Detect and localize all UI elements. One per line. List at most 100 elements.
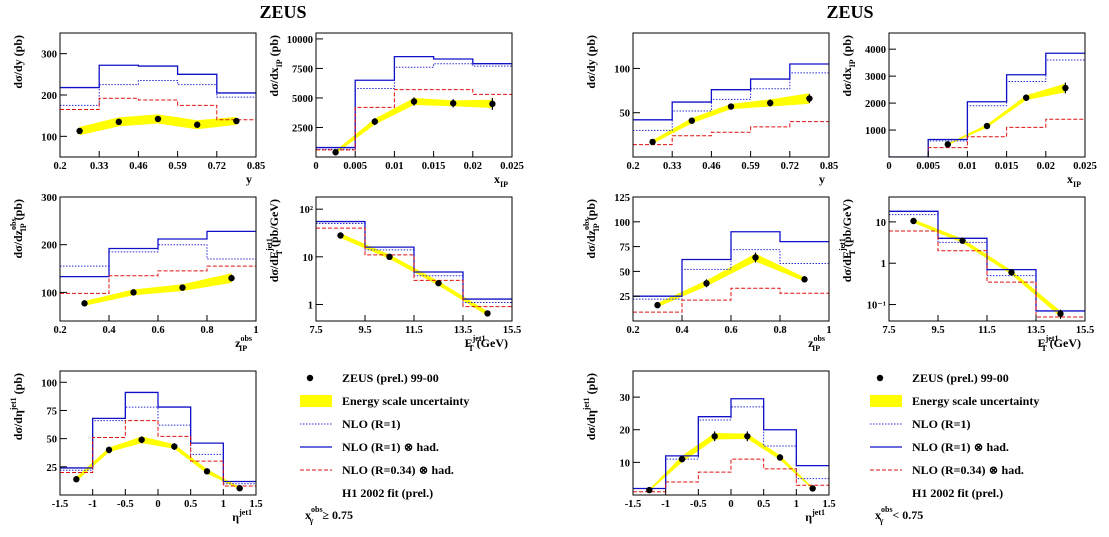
plot-area bbox=[889, 52, 1085, 157]
x-tick-label: 0.005 bbox=[343, 161, 367, 172]
x-tick-label: -1.5 bbox=[52, 499, 69, 510]
panel-L-xp: 0 0.005 0.01 0.015 0.02 0.025 2500 5000 7500 1000… bbox=[267, 32, 524, 189]
y-tick-label: 50 bbox=[620, 109, 631, 120]
energy-scale-band bbox=[76, 436, 240, 490]
data-point bbox=[371, 118, 378, 125]
energy-scale-band bbox=[84, 273, 232, 306]
y-tick-label: 200 bbox=[41, 241, 57, 252]
legend-entry: Energy scale uncertainty bbox=[912, 394, 1039, 408]
y-tick-label: 25 bbox=[620, 292, 631, 303]
y-tick-label: 10 bbox=[303, 253, 314, 264]
y-tick-label: 2000 bbox=[865, 99, 886, 110]
y-tick-label: 125 bbox=[614, 193, 630, 204]
panel-L-eta: -1.5 -1 -0.5 0 0.5 1 1.5 25 50 75 100 ηjet1 dσ/dηjet… bbox=[9, 370, 263, 524]
plot-area bbox=[60, 391, 256, 492]
panel-R-eta: -1.5 -1 -0.5 0 0.5 1 1.5 10 20 30 ηjet1 dσ/dηjet1 (… bbox=[582, 370, 836, 524]
data-point bbox=[752, 254, 759, 261]
data-point bbox=[983, 122, 991, 130]
nlo-r034-had-histogram bbox=[60, 420, 256, 487]
data-point bbox=[410, 98, 418, 105]
data-point bbox=[194, 121, 201, 128]
x-tick-label: -0.5 bbox=[117, 499, 134, 510]
panel-R-y: 0.2 0.33 0.46 0.59 0.72 0.85 50 100 y dσ/dy (pb) bbox=[584, 32, 838, 186]
x-tick-label: 0.2 bbox=[53, 325, 66, 336]
legend-entry: NLO (R=0.34) ⊗ had. bbox=[342, 463, 454, 477]
legend-entry: NLO (R=1) bbox=[342, 417, 401, 431]
x-tick-label: 0.72 bbox=[781, 161, 799, 172]
x-tick-label: 0.85 bbox=[820, 161, 838, 172]
y-tick-label: 50 bbox=[47, 435, 58, 446]
x-tick-label: 0 bbox=[728, 499, 733, 510]
y-tick-label: 100 bbox=[41, 288, 57, 299]
x-tick-label: 1 bbox=[826, 325, 831, 336]
nlo-r1-histogram bbox=[633, 72, 829, 131]
y-tick-label: 10000 bbox=[287, 35, 313, 46]
y-tick-label: 2500 bbox=[292, 123, 313, 134]
y-axis-label: dσ/dηjet1 (pb) bbox=[582, 373, 598, 440]
x-tick-label: 1 bbox=[253, 325, 258, 336]
x-tick-label: 11.5 bbox=[978, 325, 996, 336]
x-axis-label: zobs IP bbox=[235, 334, 252, 353]
legend-marker-data bbox=[306, 374, 314, 382]
x-tick-label: 0.2 bbox=[626, 161, 639, 172]
data-point bbox=[1008, 269, 1015, 276]
x-tick-label: 0 bbox=[886, 161, 891, 172]
x-tick-label: 1 bbox=[221, 499, 226, 510]
plot-frame bbox=[315, 32, 513, 158]
data-point bbox=[711, 433, 718, 440]
plot-area bbox=[316, 55, 512, 156]
legend-left: ZEUS (prel.) 99-00 Energy scale uncertain… bbox=[300, 371, 469, 525]
nlo-r034-had-histogram bbox=[60, 97, 256, 121]
y-tick-label: 50 bbox=[620, 267, 631, 278]
x-tick-label: 0.005 bbox=[916, 161, 940, 172]
data-point bbox=[332, 149, 339, 156]
data-point bbox=[944, 141, 951, 148]
legend-marker-data bbox=[876, 374, 884, 382]
data-point bbox=[233, 117, 240, 125]
data-point bbox=[801, 276, 808, 283]
x-axis-label: y bbox=[819, 172, 825, 186]
panel-L-y: 0.2 0.33 0.46 0.59 0.72 0.85 100 200 300 y dσ/dy (… bbox=[11, 32, 265, 186]
y-axis-label: dσ/dxIP (pb) bbox=[267, 35, 284, 97]
x-tick-label: 0.6 bbox=[724, 325, 737, 336]
x-tick-label: 1.5 bbox=[249, 499, 262, 510]
y-tick-label: 1 bbox=[308, 300, 313, 311]
data-point bbox=[228, 274, 235, 282]
data-point bbox=[767, 99, 774, 107]
x-axis-label: xIP bbox=[1067, 172, 1081, 189]
x-axis-label: Ejet1 T (GeV) bbox=[1038, 334, 1081, 353]
nlo-r1-had-histogram bbox=[633, 398, 829, 490]
legend-entry: ZEUS (prel.) 99-00 bbox=[912, 371, 1009, 385]
y-axis-label: dσ/dy (pb) bbox=[584, 35, 598, 89]
x-tick-label: 0.59 bbox=[168, 161, 186, 172]
x-tick-label: 0 bbox=[155, 499, 160, 510]
data-point bbox=[646, 486, 653, 494]
x-tick-label: 0.025 bbox=[500, 161, 524, 172]
data-point bbox=[1057, 310, 1064, 317]
data-point bbox=[337, 232, 344, 239]
energy-scale-band bbox=[340, 233, 488, 316]
data-point bbox=[727, 103, 735, 110]
nlo-r034-had-histogram bbox=[60, 265, 256, 294]
panel-R-et: 7.5 9.5 11.5 13.5 15.5 10 1 10⁻¹ Ejet1 T (GeV) dσ/… bbox=[838, 196, 1094, 353]
y-tick-label: 100 bbox=[614, 218, 630, 229]
xgamma-cut: xobs γ ≥ 0.75 bbox=[305, 505, 353, 525]
nlo-r034-had-histogram bbox=[633, 121, 829, 146]
nlo-r1-had-histogram bbox=[316, 220, 512, 300]
x-tick-label: 0.5 bbox=[184, 499, 197, 510]
x-tick-label: 0.6 bbox=[151, 325, 164, 336]
y-tick-label: 5000 bbox=[292, 94, 313, 105]
y-tick-label: 30 bbox=[620, 393, 631, 404]
y-axis-label: dσ/dy (pb) bbox=[11, 35, 25, 89]
data-point bbox=[654, 301, 661, 309]
data-point bbox=[910, 217, 917, 225]
nlo-r1-histogram bbox=[633, 249, 829, 300]
y-tick-label: 10² bbox=[299, 205, 313, 216]
x-tick-label: 11.5 bbox=[405, 325, 423, 336]
panel-R-xp: 0 0.005 0.01 0.015 0.02 0.025 1000 2000 3000 4000… bbox=[840, 32, 1097, 189]
x-tick-label: 15.5 bbox=[503, 325, 521, 336]
legend-marker-band bbox=[870, 395, 902, 407]
plot-area bbox=[889, 210, 1085, 319]
x-tick-label: 0.015 bbox=[995, 161, 1019, 172]
x-tick-label: 0.025 bbox=[1073, 161, 1097, 172]
